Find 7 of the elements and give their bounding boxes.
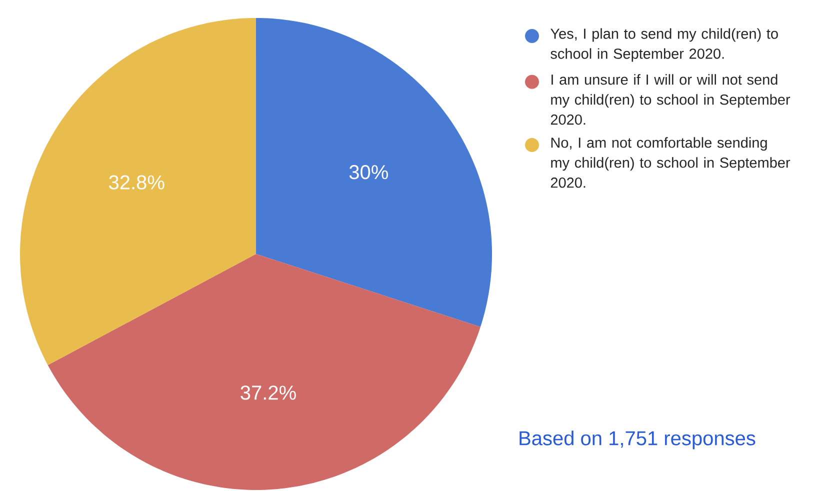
- data-label: 30%: [349, 165, 388, 180]
- data-label: 32.8%: [109, 175, 164, 190]
- legend-label: No, I am not comfortable sending my child(ren) to school in September 2020.: [550, 137, 790, 188]
- legend-label: Yes, I plan to send my child(ren) to school in September 2020.: [550, 28, 778, 62]
- text: Based on 1,751 responses: [520, 430, 756, 450]
- data-label: 37.2%: [240, 386, 296, 400]
- legend-label: I am unsure if I will or will not send my child(ren) to school in September 2020.: [550, 74, 790, 125]
